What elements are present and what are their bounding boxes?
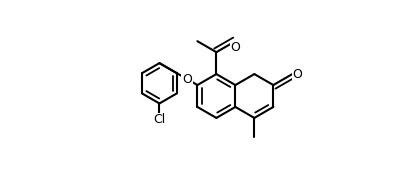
Text: O: O xyxy=(230,41,240,54)
Text: O: O xyxy=(292,68,302,81)
Text: O: O xyxy=(182,73,192,85)
Text: Cl: Cl xyxy=(153,113,166,126)
